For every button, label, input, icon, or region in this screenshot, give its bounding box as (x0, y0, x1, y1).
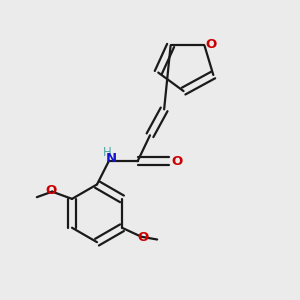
Text: O: O (205, 38, 217, 51)
Text: N: N (106, 152, 117, 165)
Text: O: O (137, 231, 148, 244)
Text: O: O (45, 184, 56, 197)
Text: H: H (103, 146, 112, 159)
Text: O: O (171, 155, 182, 168)
